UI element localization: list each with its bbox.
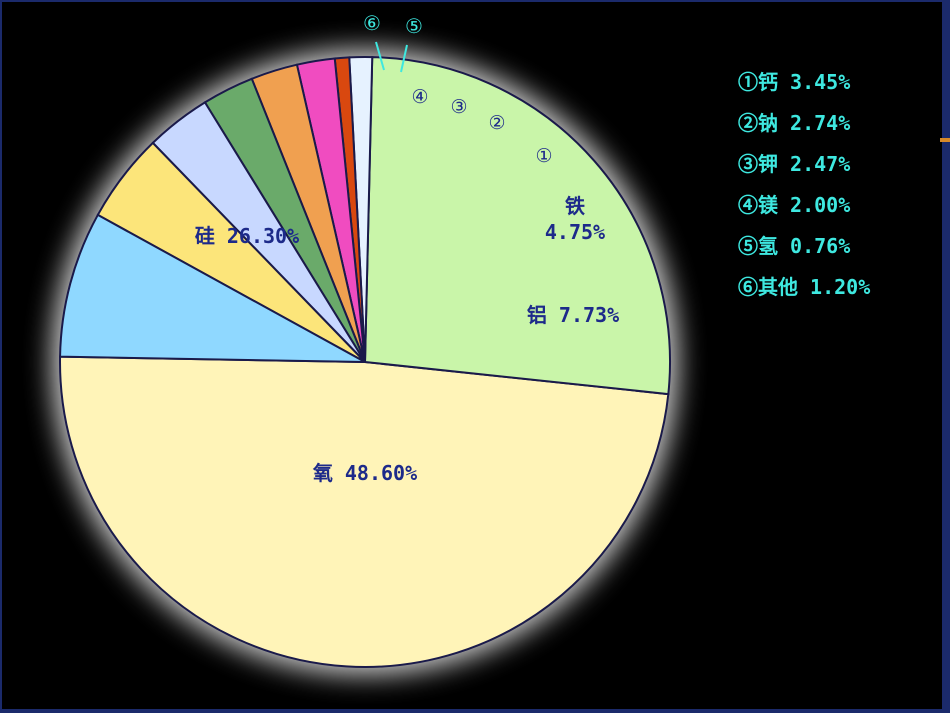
pie-labels: 氧 48.60% 硅 26.30% ⑥ ⑤ ④ ③② ① 铁 4.75% 铝 7.73%: [195, 11, 619, 485]
pie-label-iron: 铁 4.75%: [545, 194, 605, 244]
pie-label-magnesium: ④: [411, 86, 428, 108]
pie-label-other: ⑥: [363, 11, 381, 35]
callout-line-other: [375, 41, 385, 71]
pie-label-calcium: ①: [535, 145, 552, 167]
legend-item-sodium: ②钠 2.74%: [738, 111, 851, 135]
pie-slices: [59, 56, 671, 668]
legend-item-potassium: ③钾 2.47%: [738, 152, 851, 176]
pie-label-potassium: ③: [450, 96, 467, 118]
legend: ①钙 3.45% ②钠 2.74% ③钾 2.47% ④镁 2.00% ⑤氢 0…: [738, 62, 870, 308]
pie-label-oxygen: 氧 48.60%: [312, 461, 417, 485]
pie-label-sodium: ②: [488, 112, 505, 134]
pie-label-hydrogen: ⑤: [405, 14, 423, 38]
legend-item-hydrogen: ⑤氢 0.76%: [738, 234, 851, 258]
legend-item-other: ⑥其他 1.20%: [738, 275, 871, 299]
pie-label-aluminum: 铝 7.73%: [527, 303, 619, 327]
legend-item-calcium: ①钙 3.45%: [738, 70, 851, 94]
pie-label-silicon: 硅 26.30%: [195, 224, 299, 248]
legend-item-magnesium: ④镁 2.00%: [738, 193, 851, 217]
pie-slice-aluminum: [59, 213, 366, 363]
accent-mark: [940, 138, 950, 142]
pie-slice-oxygen: [59, 355, 670, 668]
pie-slice-silicon: [363, 56, 671, 396]
callout-line-hydrogen: [400, 44, 408, 73]
